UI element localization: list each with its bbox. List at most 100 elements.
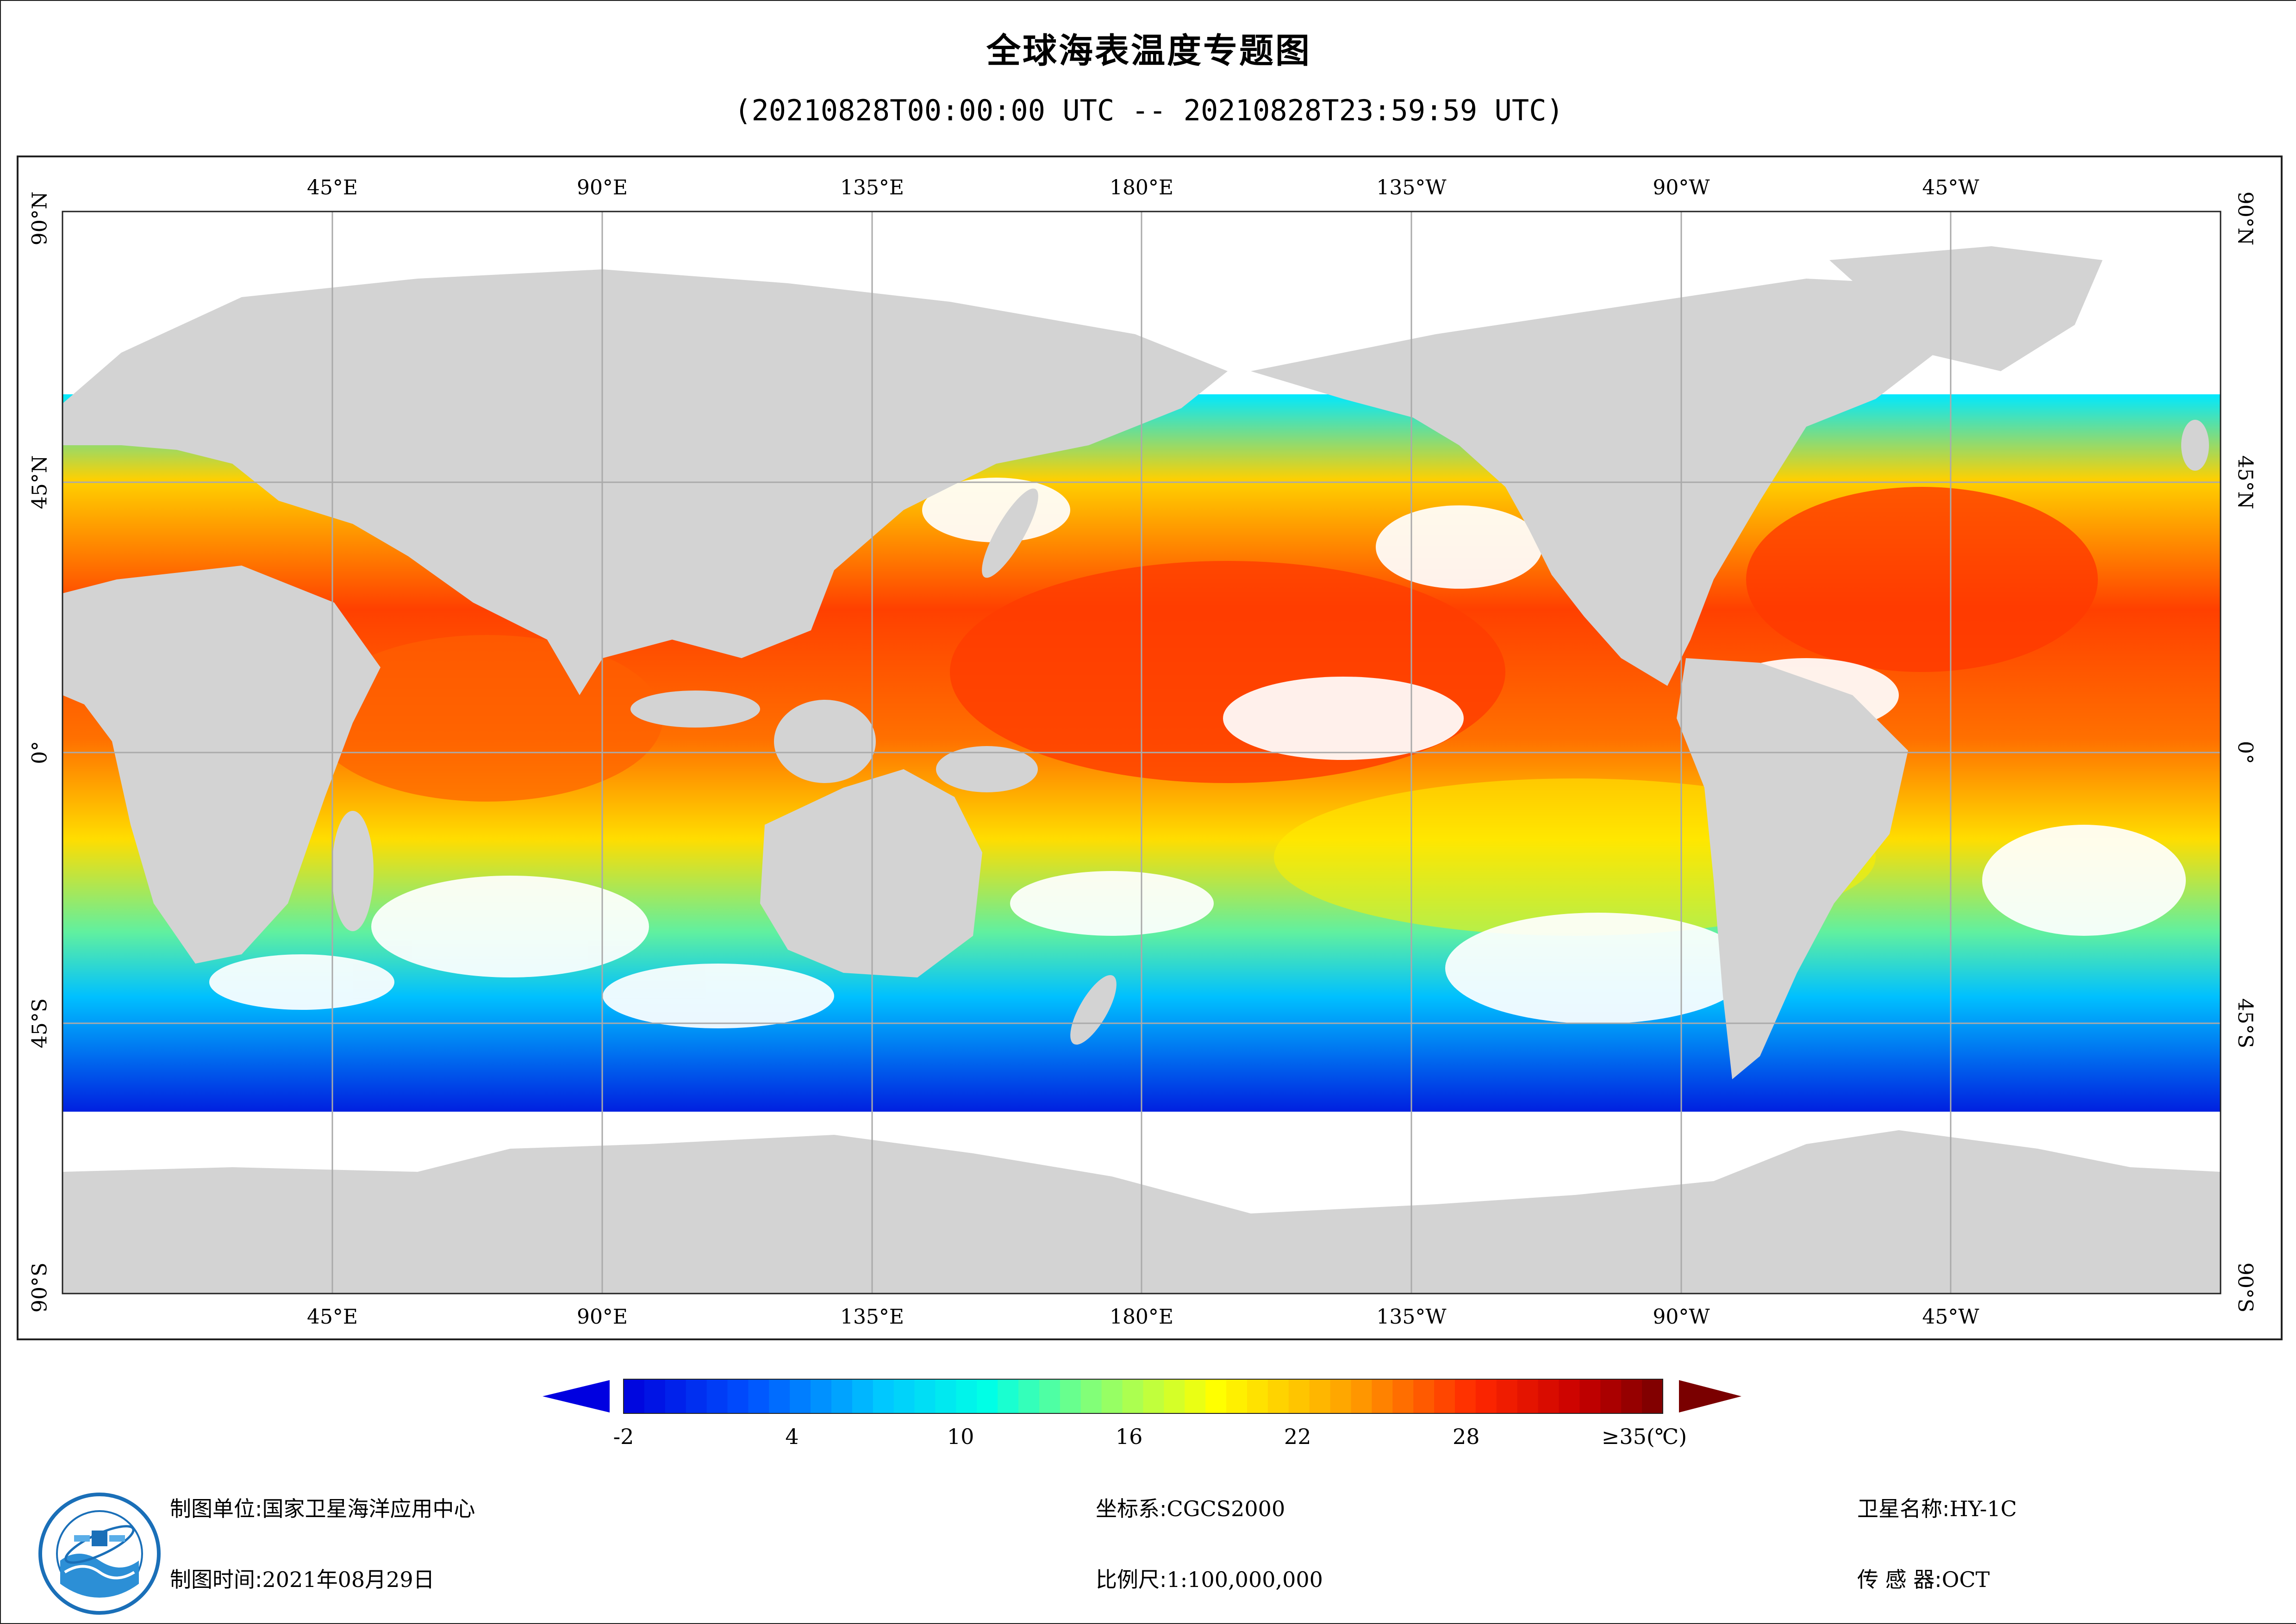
land-australia [760, 769, 982, 977]
map-frame [17, 156, 2283, 1340]
colorbar-cell [998, 1379, 1019, 1413]
colorbar-cell [1330, 1379, 1351, 1413]
colorbar-cell [1185, 1379, 1206, 1413]
colorbar-cell [935, 1379, 956, 1413]
satellite-label: 卫星名称: [1857, 1496, 1950, 1521]
colorbar-cell [1538, 1379, 1559, 1413]
lat-label-right-90s: 90°S [2233, 1262, 2257, 1313]
colorbar-tick-label: 10 [947, 1424, 974, 1449]
colorbar-cell [790, 1379, 811, 1413]
lat-label-left-90s: 90°S [28, 1262, 52, 1313]
colorbar-cell [748, 1379, 769, 1413]
colorbar-cell [1351, 1379, 1372, 1413]
lon-label-top-135e: 135°E [840, 176, 905, 199]
colorbar-cell [811, 1379, 832, 1413]
footer-satellite: 卫星名称:HY-1C [1857, 1492, 2017, 1523]
colorbar-cell [769, 1379, 790, 1413]
colorbar-tick-label: 4 [785, 1424, 799, 1449]
colorbar-cell [1018, 1379, 1040, 1413]
page-title: 全球海表温度专题图 [986, 31, 1311, 71]
colorbar-cell [1413, 1379, 1435, 1413]
producer-label: 制图单位: [170, 1496, 262, 1521]
nsoas-logo-icon [38, 1493, 161, 1615]
colorbar-cell [1309, 1379, 1331, 1413]
lon-label-bottom-180e: 180°E [1109, 1305, 1174, 1329]
lat-label-right-45n: 45°N [2233, 455, 2257, 510]
lon-label-bottom-45e: 45°E [306, 1305, 358, 1329]
colorbar-cell [706, 1379, 728, 1413]
lon-label-bottom-135e: 135°E [840, 1305, 905, 1329]
lat-label-left-45s: 45°S [28, 998, 52, 1049]
colorbar-cell [686, 1379, 707, 1413]
producer-value: 国家卫星海洋应用中心 [262, 1496, 475, 1521]
colorbar-cell [1060, 1379, 1081, 1413]
land-greenland [1829, 246, 2103, 371]
scale-value: 1:100,000,000 [1167, 1567, 1323, 1592]
colorbar-cells [624, 1379, 1663, 1413]
colorbar-cell [727, 1379, 749, 1413]
sensor-label: 传 感 器: [1857, 1567, 1942, 1592]
warm-north-atlantic [1746, 487, 2098, 672]
lat-label-left-45n: 45°N [28, 455, 52, 510]
colorbar-cell [1621, 1379, 1642, 1413]
colorbar-tick-label: 28 [1452, 1424, 1480, 1449]
colorbar-cell [1226, 1379, 1248, 1413]
colorbar-cell [1642, 1379, 1663, 1413]
lon-label-bottom-135w: 135°W [1376, 1305, 1447, 1329]
colorbar-cell [1600, 1379, 1622, 1413]
graticule [62, 212, 2221, 1294]
footer-date: 制图时间:2021年08月29日 [170, 1563, 435, 1593]
colorbar-cell [1434, 1379, 1455, 1413]
colorbar-cell [1267, 1379, 1289, 1413]
lon-label-top-135w: 135°W [1376, 176, 1447, 199]
colorbar-cell [1143, 1379, 1164, 1413]
colorbar-cell [665, 1379, 686, 1413]
colorbar-cell [893, 1379, 915, 1413]
colorbar-cell [852, 1379, 873, 1413]
map-inner-border [62, 211, 2221, 1294]
footer-producer: 制图单位:国家卫星海洋应用中心 [170, 1492, 475, 1523]
lat-label-left-90n: 90°N [28, 191, 52, 246]
lon-label-bottom-45w: 45°W [1922, 1305, 1979, 1329]
colorbar-cell [1475, 1379, 1497, 1413]
footer-crs: 坐标系:CGCS2000 [1096, 1492, 1285, 1523]
colorbar-cell [1517, 1379, 1539, 1413]
colorbar-tick-label: 22 [1284, 1424, 1311, 1449]
lon-label-top-90w: 90°W [1653, 176, 1710, 199]
colorbar-cell [1559, 1379, 1580, 1413]
colorbar-cell [914, 1379, 936, 1413]
lon-label-bottom-90e: 90°E [576, 1305, 628, 1329]
lat-label-right-0: 0° [2233, 741, 2257, 764]
colorbar-cell [977, 1379, 998, 1413]
colorbar-cell [1579, 1379, 1601, 1413]
colorbar-cell [1164, 1379, 1185, 1413]
colorbar-tick-label: -2 [613, 1424, 634, 1449]
land-new-zealand [1070, 975, 1117, 1045]
satellite-value: HY-1C [1949, 1496, 2017, 1521]
colorbar-cell [1392, 1379, 1414, 1413]
colorbar-over-arrow [1679, 1380, 1741, 1412]
land-south-america [1677, 658, 1908, 1079]
lon-label-top-45w: 45°W [1922, 176, 1979, 199]
lat-label-left-0: 0° [28, 741, 52, 764]
sensor-value: OCT [1941, 1567, 1990, 1592]
lon-label-top-45e: 45°E [306, 176, 358, 199]
colorbar-cell [1122, 1379, 1143, 1413]
lat-label-right-90n: 90°N [2233, 191, 2257, 246]
lon-label-bottom-90w: 90°W [1653, 1305, 1710, 1329]
colorbar [543, 1379, 1741, 1414]
colorbar-tick-label: ≥35(℃) [1601, 1424, 1687, 1449]
crs-value: CGCS2000 [1167, 1496, 1285, 1521]
date-value: 2021年08月29日 [262, 1567, 435, 1592]
colorbar-cell [873, 1379, 894, 1413]
colorbar-cell [1288, 1379, 1310, 1413]
colorbar-cell [1496, 1379, 1518, 1413]
scale-label: 比例尺: [1096, 1567, 1167, 1592]
land-africa [62, 566, 381, 964]
time-range-subtitle: (20210828T00:00:00 UTC -- 20210828T23:59… [734, 93, 1564, 127]
colorbar-cell [1372, 1379, 1393, 1413]
crs-label: 坐标系: [1096, 1496, 1167, 1521]
colorbar-cell [1101, 1379, 1123, 1413]
